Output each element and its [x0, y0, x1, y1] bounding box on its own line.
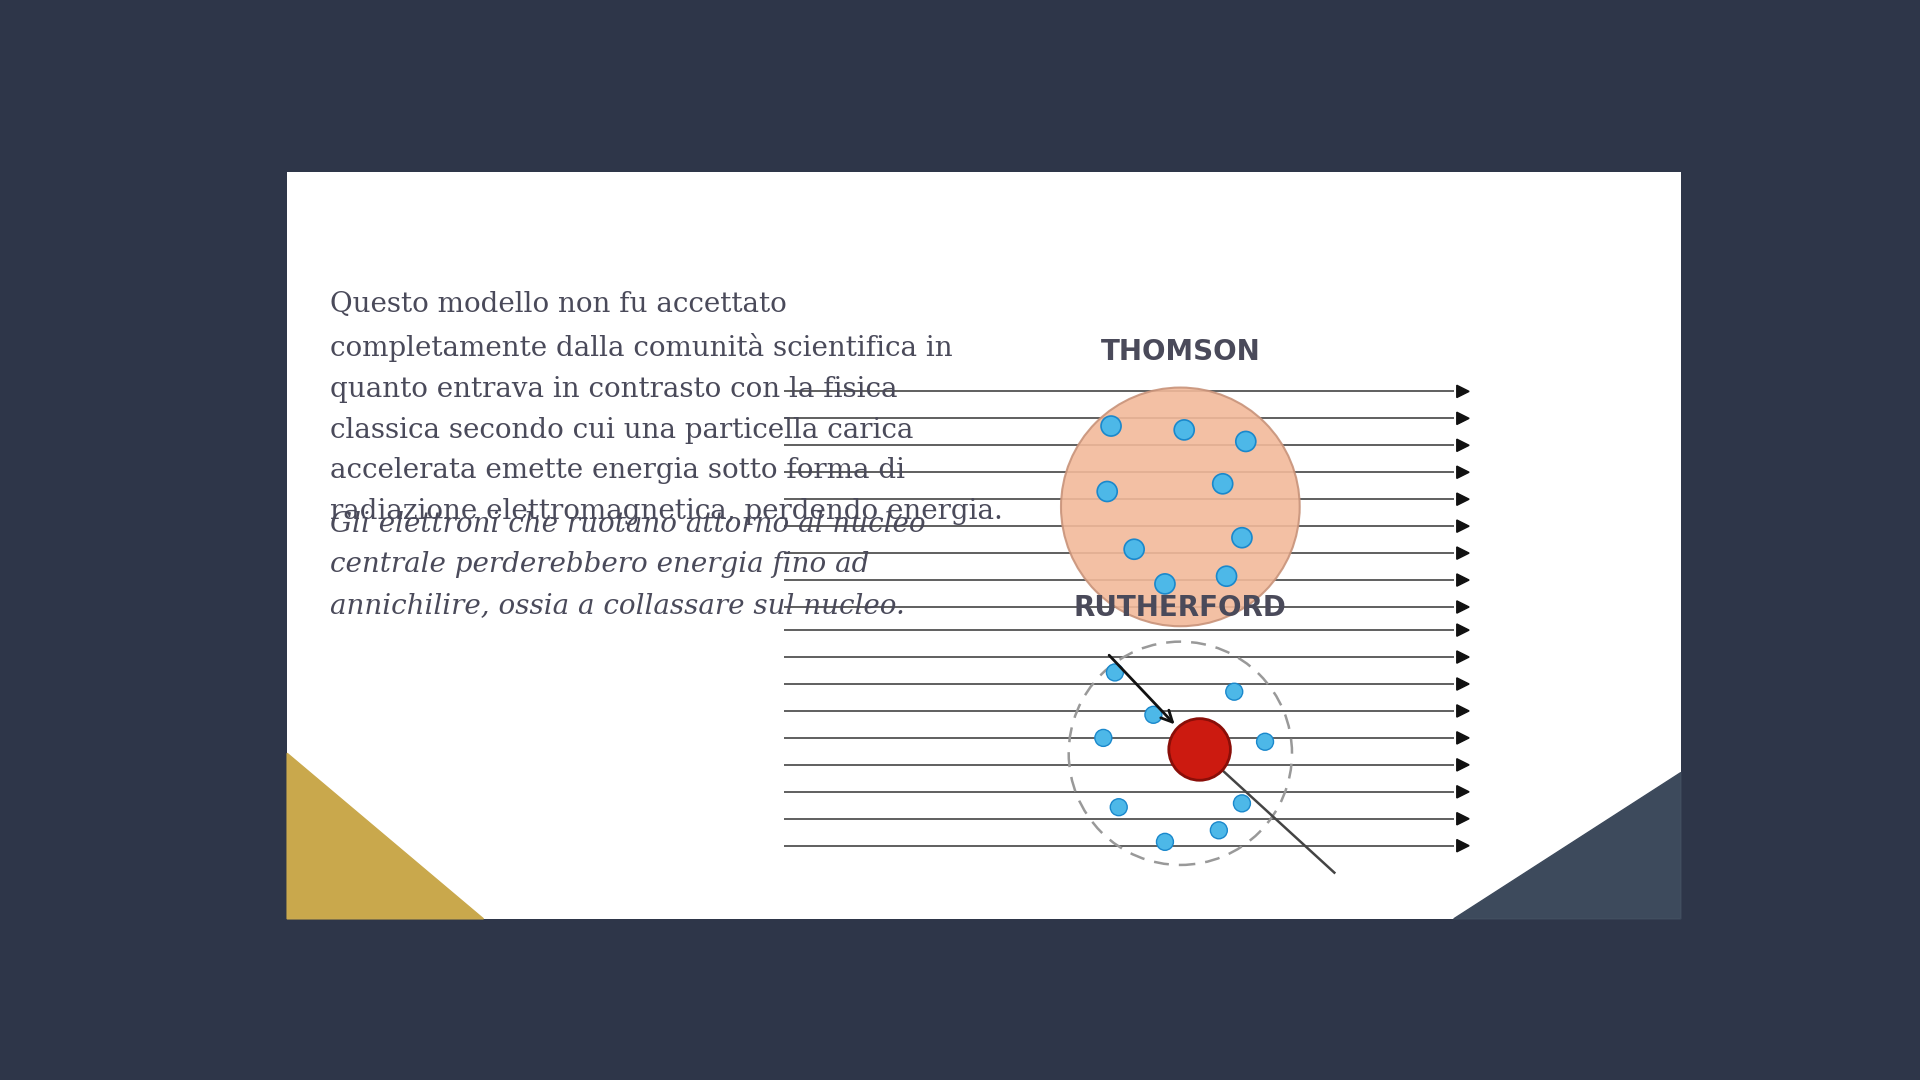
- Polygon shape: [1457, 519, 1469, 532]
- Circle shape: [1233, 528, 1252, 548]
- Circle shape: [1169, 718, 1231, 780]
- Polygon shape: [1457, 467, 1469, 478]
- Circle shape: [1236, 431, 1256, 451]
- Circle shape: [1156, 573, 1175, 594]
- Polygon shape: [1457, 440, 1469, 451]
- Circle shape: [1217, 566, 1236, 586]
- Text: THOMSON: THOMSON: [1100, 338, 1260, 366]
- Circle shape: [1256, 733, 1273, 751]
- Circle shape: [1100, 416, 1121, 436]
- Polygon shape: [1457, 812, 1469, 825]
- Circle shape: [1096, 482, 1117, 501]
- Polygon shape: [1457, 546, 1469, 559]
- Circle shape: [1123, 539, 1144, 559]
- Circle shape: [1156, 834, 1173, 850]
- Circle shape: [1094, 729, 1112, 746]
- Polygon shape: [1457, 705, 1469, 717]
- Circle shape: [1210, 822, 1227, 839]
- Polygon shape: [1457, 573, 1469, 586]
- Circle shape: [1213, 474, 1233, 494]
- Polygon shape: [1457, 386, 1469, 397]
- Polygon shape: [1457, 651, 1469, 663]
- Text: Gli elettroni che ruotano attorno al nucleo
centrale perderebbero energia fino a: Gli elettroni che ruotano attorno al nuc…: [330, 511, 925, 619]
- Bar: [288, 172, 1680, 919]
- Polygon shape: [1457, 678, 1469, 690]
- Polygon shape: [1457, 785, 1469, 798]
- Circle shape: [1062, 388, 1300, 626]
- Circle shape: [1110, 799, 1127, 815]
- Polygon shape: [1457, 494, 1469, 505]
- Polygon shape: [1457, 624, 1469, 636]
- Circle shape: [1106, 664, 1123, 680]
- Text: RUTHERFORD: RUTHERFORD: [1073, 594, 1286, 622]
- Circle shape: [1225, 684, 1242, 700]
- Polygon shape: [1457, 413, 1469, 424]
- Circle shape: [1233, 795, 1250, 812]
- Circle shape: [1175, 420, 1194, 440]
- Polygon shape: [288, 754, 484, 919]
- Text: Questo modello non fu accettato
completamente dalla comunità scientifica in
quan: Questo modello non fu accettato completa…: [330, 292, 1002, 525]
- Circle shape: [1144, 706, 1162, 724]
- Polygon shape: [1457, 732, 1469, 744]
- Polygon shape: [1453, 772, 1680, 919]
- Polygon shape: [1457, 839, 1469, 852]
- Polygon shape: [1457, 758, 1469, 771]
- Polygon shape: [1457, 600, 1469, 613]
